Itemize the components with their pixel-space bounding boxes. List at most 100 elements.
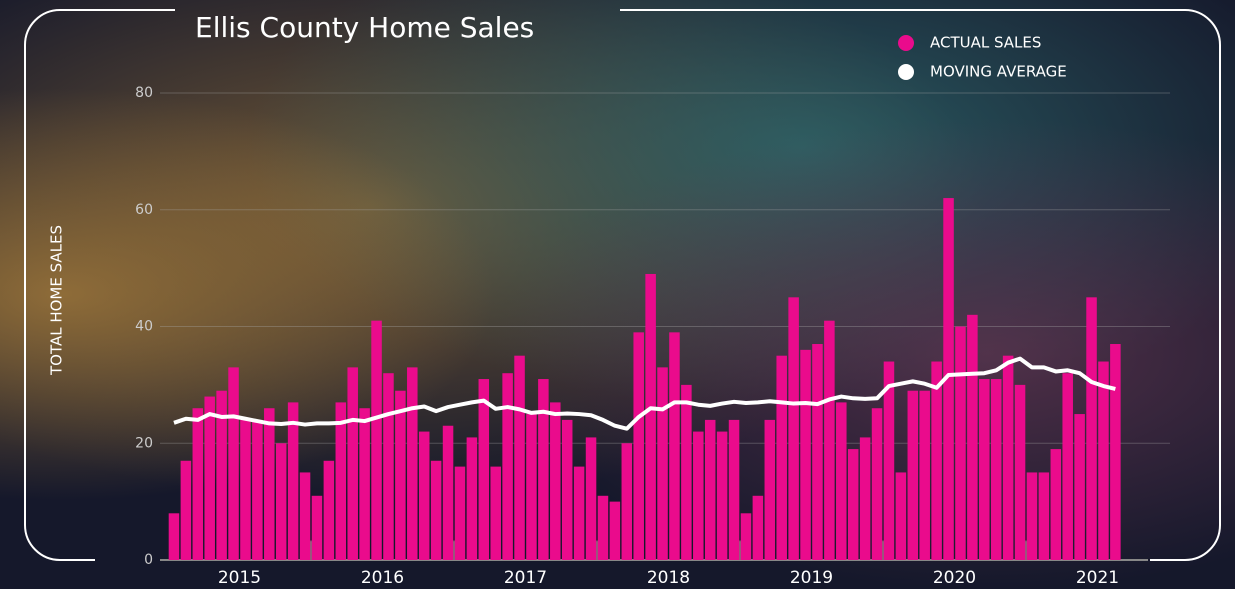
- x-tick-label: 2018: [647, 568, 690, 588]
- bar: [573, 466, 585, 560]
- bar: [418, 431, 430, 560]
- y-tick-label: 60: [135, 202, 153, 218]
- bar: [1110, 344, 1121, 560]
- bar: [955, 326, 966, 560]
- bar: [585, 437, 597, 560]
- bar: [180, 460, 192, 560]
- bar: [943, 198, 954, 560]
- legend-marker: [898, 64, 914, 80]
- bar: [967, 314, 978, 560]
- bar: [847, 449, 859, 560]
- bar: [788, 297, 799, 560]
- bar: [383, 373, 394, 560]
- bar: [490, 466, 501, 560]
- frame: [24, 9, 1221, 561]
- bar: [907, 390, 919, 560]
- bar: [252, 419, 263, 560]
- bar: [430, 460, 442, 560]
- bar: [752, 495, 764, 560]
- bar: [609, 501, 621, 560]
- bar: [335, 402, 347, 560]
- bar: [824, 320, 835, 560]
- bar: [1098, 361, 1109, 560]
- x-tick-label: 2019: [790, 568, 833, 588]
- y-tick-label: 0: [144, 552, 153, 568]
- bar: [871, 408, 883, 560]
- bar: [323, 460, 335, 560]
- y-tick-label: 20: [135, 435, 153, 451]
- bar: [728, 419, 740, 560]
- bar: [979, 379, 990, 560]
- y-tick-label: 40: [135, 319, 153, 335]
- legend-label: MOVING AVERAGE: [930, 63, 1067, 81]
- bar: [442, 425, 454, 560]
- x-tick-label: 2020: [933, 568, 976, 588]
- bar: [633, 332, 644, 560]
- bar: [836, 402, 847, 560]
- bar: [990, 379, 1002, 560]
- bar: [1050, 449, 1062, 560]
- bar: [407, 367, 418, 560]
- bar: [669, 332, 680, 560]
- bar: [800, 349, 811, 560]
- bar: [740, 513, 752, 560]
- bar: [311, 495, 323, 560]
- bar: [538, 379, 549, 560]
- bar: [287, 402, 299, 560]
- x-tick-label: 2015: [218, 568, 261, 588]
- bar: [502, 373, 513, 560]
- bar: [550, 402, 561, 560]
- bar: [275, 443, 287, 560]
- bar: [919, 390, 930, 560]
- bar: [204, 396, 215, 560]
- bar: [1074, 414, 1085, 560]
- bar: [395, 390, 406, 560]
- bar: [1086, 297, 1097, 560]
- bar: [1038, 472, 1050, 560]
- bar: [514, 355, 525, 560]
- line: [173, 356, 1116, 431]
- bar: [192, 408, 204, 560]
- x-tick-label: 2017: [504, 568, 547, 588]
- bar: [895, 472, 907, 560]
- y-axis-label: TOTAL HOME SALES: [48, 225, 66, 376]
- bar: [466, 437, 478, 560]
- bar: [704, 419, 716, 560]
- bar: [597, 495, 609, 560]
- bar: [693, 431, 704, 560]
- bar: [168, 513, 180, 560]
- bar: [1026, 472, 1038, 560]
- bar: [359, 408, 370, 560]
- bar: [228, 367, 239, 560]
- bar: [645, 273, 656, 560]
- bar: [371, 320, 382, 560]
- legend-marker: [898, 35, 914, 51]
- bar: [764, 419, 776, 560]
- bar: [347, 367, 358, 560]
- bar: [1014, 384, 1026, 560]
- chart-title: Ellis County Home Sales: [195, 11, 534, 44]
- bar: [526, 414, 537, 560]
- bar: [216, 390, 227, 560]
- bar: [812, 344, 823, 560]
- bar: [561, 419, 573, 560]
- bar: [859, 437, 871, 560]
- bar: [299, 472, 311, 560]
- bar: [931, 361, 942, 560]
- bar: [681, 384, 692, 560]
- x-tick-label: 2016: [361, 568, 404, 588]
- bar: [1002, 355, 1014, 560]
- bar: [454, 466, 466, 560]
- bar: [776, 355, 787, 560]
- y-tick-label: 80: [135, 85, 153, 101]
- bar: [264, 408, 275, 560]
- legend-label: ACTUAL SALES: [930, 34, 1041, 52]
- bar: [478, 379, 490, 560]
- x-tick-label: 2021: [1076, 568, 1119, 588]
- bar: [1062, 373, 1073, 560]
- bar: [657, 367, 668, 560]
- bar: [621, 443, 633, 560]
- bar: [883, 361, 895, 560]
